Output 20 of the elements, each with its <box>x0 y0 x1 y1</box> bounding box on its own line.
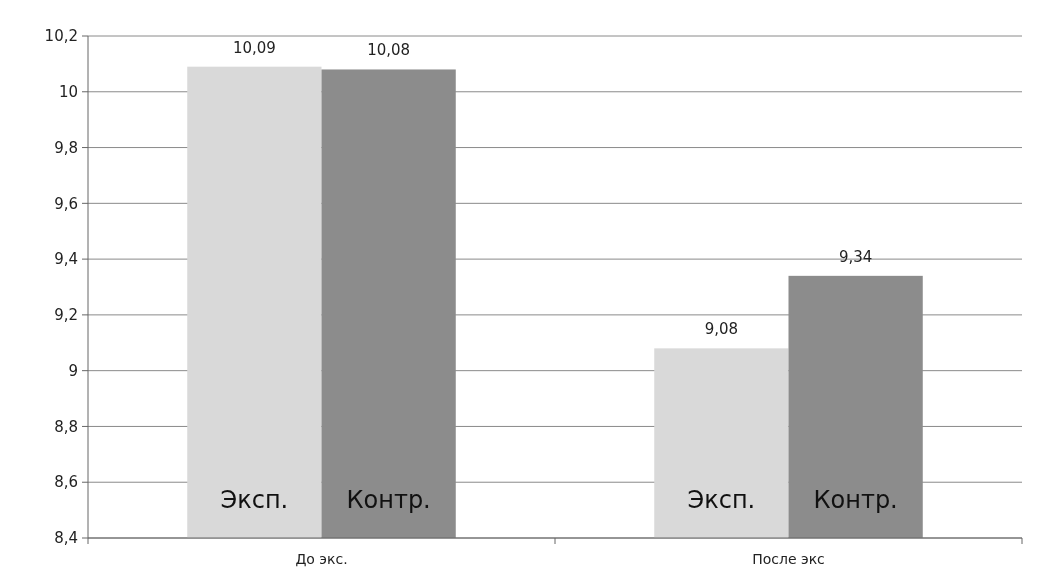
x-tick-label: После экс <box>752 551 825 567</box>
series-label: Эксп. <box>220 486 289 514</box>
y-tick-label: 10,2 <box>44 27 78 46</box>
y-tick-label: 10 <box>58 83 78 102</box>
y-tick-label: 9,8 <box>54 138 78 157</box>
y-tick-label: 8,6 <box>54 473 78 492</box>
text: Эксп. <box>687 486 756 514</box>
y-tick-label: 8,4 <box>54 529 78 548</box>
text: Контр. <box>813 486 898 514</box>
data-label: 9,08 <box>704 320 739 339</box>
y-tick-label: 9,4 <box>54 250 78 269</box>
data-label: 10,09 <box>232 38 276 57</box>
y-tick-label: 9,2 <box>54 306 78 325</box>
series-label: Контр. <box>346 486 431 514</box>
x-tick-label: До экс. <box>295 551 348 567</box>
data-label: 9,34 <box>838 247 873 266</box>
y-tick-label: 9 <box>68 361 78 380</box>
data-label: 10,08 <box>367 41 411 60</box>
y-tick-label: 9,6 <box>54 194 78 213</box>
y-tick-label: 8,8 <box>54 417 78 436</box>
